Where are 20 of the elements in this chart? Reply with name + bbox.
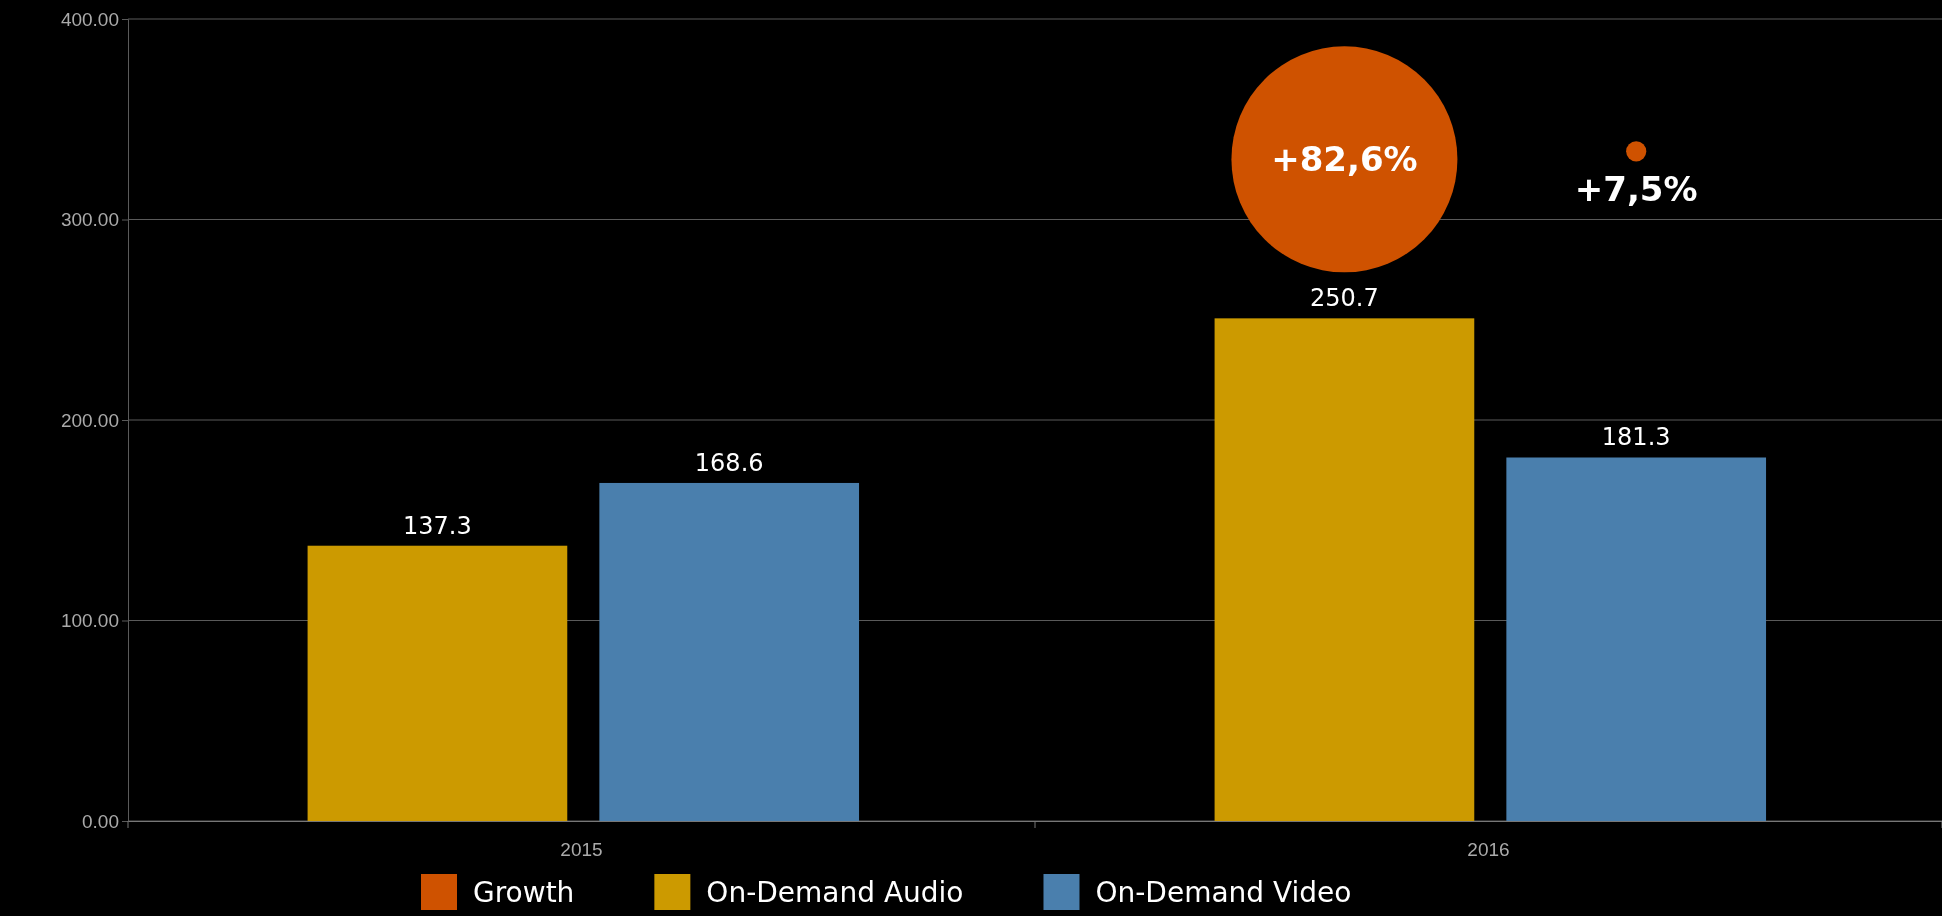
annotation: +7,5% xyxy=(1574,169,1698,210)
bar xyxy=(599,482,860,821)
data-label: 181.3 xyxy=(1601,423,1671,452)
bar xyxy=(307,545,568,821)
bar xyxy=(1214,318,1475,821)
legend-label: On-Demand Video xyxy=(1095,876,1352,909)
legend-label: Growth xyxy=(473,876,575,909)
data-label: 168.6 xyxy=(694,448,764,477)
y-tick-label: 400.00 xyxy=(60,8,119,30)
y-tick-label: 200.00 xyxy=(60,409,119,431)
legend-label: On-Demand Audio xyxy=(706,876,964,909)
x-tick-label: 2016 xyxy=(1467,839,1510,861)
y-tick-label: 100.00 xyxy=(60,610,119,632)
x-tick-label: 2015 xyxy=(560,839,603,861)
bar xyxy=(1506,457,1767,821)
y-tick-label: 0.00 xyxy=(82,810,119,832)
data-label: 250.7 xyxy=(1310,284,1379,313)
annotation: +82,6% xyxy=(1271,139,1418,180)
y-tick-label: 300.00 xyxy=(60,209,119,231)
data-label: 137.3 xyxy=(403,511,472,540)
